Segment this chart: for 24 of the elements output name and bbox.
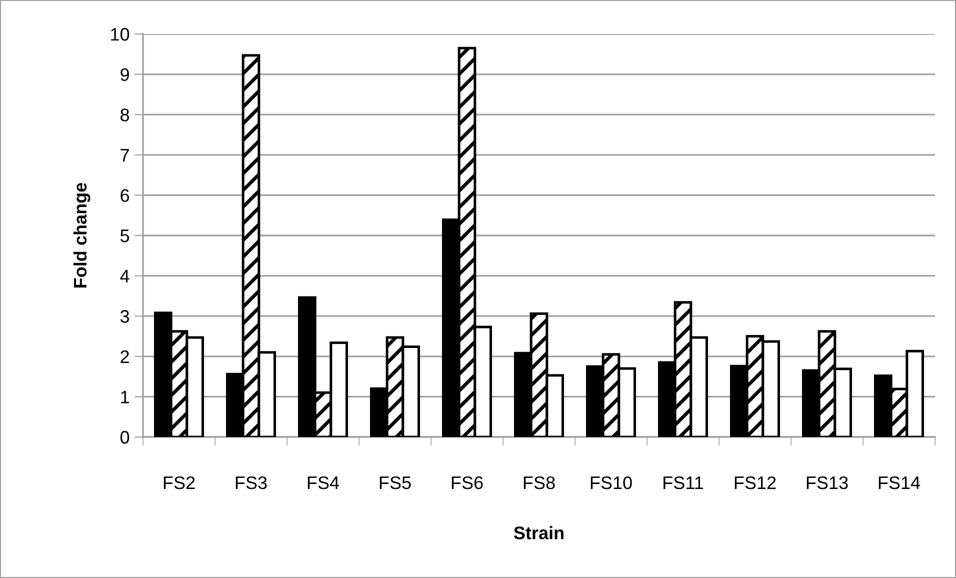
y-tick-label: 8 xyxy=(120,108,130,122)
y-tick-label: 0 xyxy=(120,430,130,444)
x-axis-title: Strain xyxy=(514,526,564,540)
y-tick-label: 2 xyxy=(120,350,129,363)
y-tick-label: 5 xyxy=(120,230,130,242)
x-tick-label: FS4 xyxy=(308,476,340,490)
y-tick-label: 6 xyxy=(120,189,130,202)
y-tick-label: 4 xyxy=(120,270,130,282)
x-tick-label: FS2 xyxy=(164,476,195,490)
x-tick-label: FS8 xyxy=(524,476,555,490)
y-axis-title: Fold change xyxy=(73,182,90,288)
x-tick-label: FS3 xyxy=(236,476,267,490)
x-tick-label: FS13 xyxy=(806,476,848,490)
y-tick-label: 9 xyxy=(120,68,129,82)
x-tick-label: FS6 xyxy=(452,476,483,490)
x-tick-label: FS14 xyxy=(878,476,920,490)
x-tick-label: FS5 xyxy=(380,476,411,490)
x-tick-label: FS12 xyxy=(734,476,776,490)
y-tick-label: 3 xyxy=(120,310,130,323)
y-tick-label: 7 xyxy=(120,149,129,162)
y-tick-label: 1 xyxy=(121,390,129,404)
x-tick-label: FS10 xyxy=(590,476,632,490)
x-tick-label: FS11 xyxy=(664,476,704,490)
y-tick-label: 10 xyxy=(111,28,130,41)
